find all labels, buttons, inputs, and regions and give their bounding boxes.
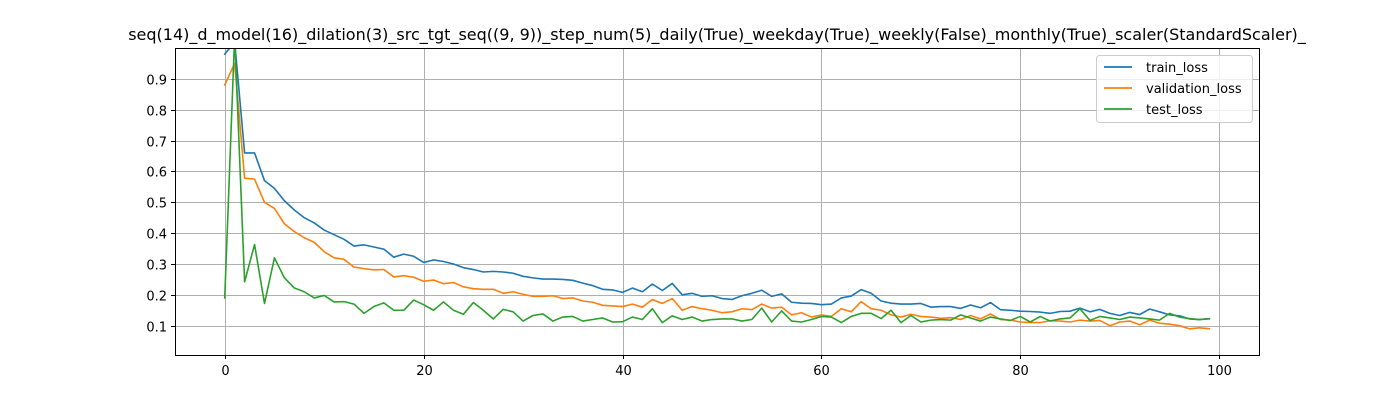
- y-tick-label: 0.4: [146, 228, 167, 243]
- series-lines: [223, 48, 1211, 330]
- y-tick-label: 0.5: [146, 197, 167, 212]
- chart-title: seq(14)_d_model(16)_dilation(3)_src_tgt_…: [128, 25, 1307, 45]
- series-line-train-loss: [223, 48, 1211, 321]
- x-tick-label: 40: [615, 364, 632, 379]
- legend: train_loss validation_loss test_loss: [1096, 55, 1253, 123]
- x-tick-label: 60: [813, 364, 830, 379]
- x-tick-label: 80: [1012, 364, 1029, 379]
- y-tick-label: 0.7: [146, 136, 167, 151]
- x-axis-ticks: 0 20 40 60 80 100: [221, 355, 1232, 379]
- y-tick-label: 0.9: [146, 74, 167, 89]
- legend-label: validation_loss: [1146, 82, 1242, 97]
- y-tick-label: 0.2: [146, 290, 167, 305]
- plot-area-frame: [175, 48, 1260, 356]
- y-tick-label: 0.3: [146, 259, 167, 274]
- legend-label: test_loss: [1146, 103, 1203, 118]
- y-tick-label: 0.8: [146, 105, 167, 120]
- y-tick-label: 0.6: [146, 166, 167, 181]
- x-tick-label: 100: [1207, 364, 1232, 379]
- y-axis-ticks: 0.1 0.2 0.3 0.4 0.5 0.6 0.7 0.8 0.9: [146, 74, 175, 336]
- series-line-test-loss: [223, 48, 1211, 324]
- x-tick-label: 0: [221, 364, 229, 379]
- legend-label: train_loss: [1146, 61, 1208, 76]
- legend-box: [1096, 55, 1253, 123]
- y-tick-label: 0.1: [146, 321, 167, 336]
- x-tick-label: 20: [416, 364, 433, 379]
- series-line-validation-loss: [223, 62, 1211, 330]
